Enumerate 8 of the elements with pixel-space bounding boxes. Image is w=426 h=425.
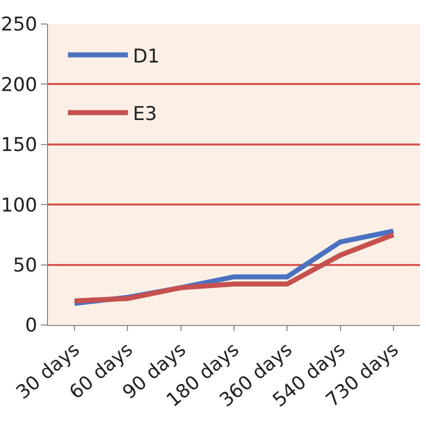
- y-tick-label: 100: [0, 194, 38, 216]
- y-tick-label: 250: [0, 14, 38, 36]
- legend-label: E3: [132, 103, 157, 125]
- y-tick-label: 150: [0, 134, 38, 156]
- y-tick-label: 200: [0, 74, 38, 96]
- legend-label: D1: [132, 45, 160, 68]
- y-tick-label: 0: [25, 314, 38, 337]
- y-tick-label: 50: [13, 254, 38, 276]
